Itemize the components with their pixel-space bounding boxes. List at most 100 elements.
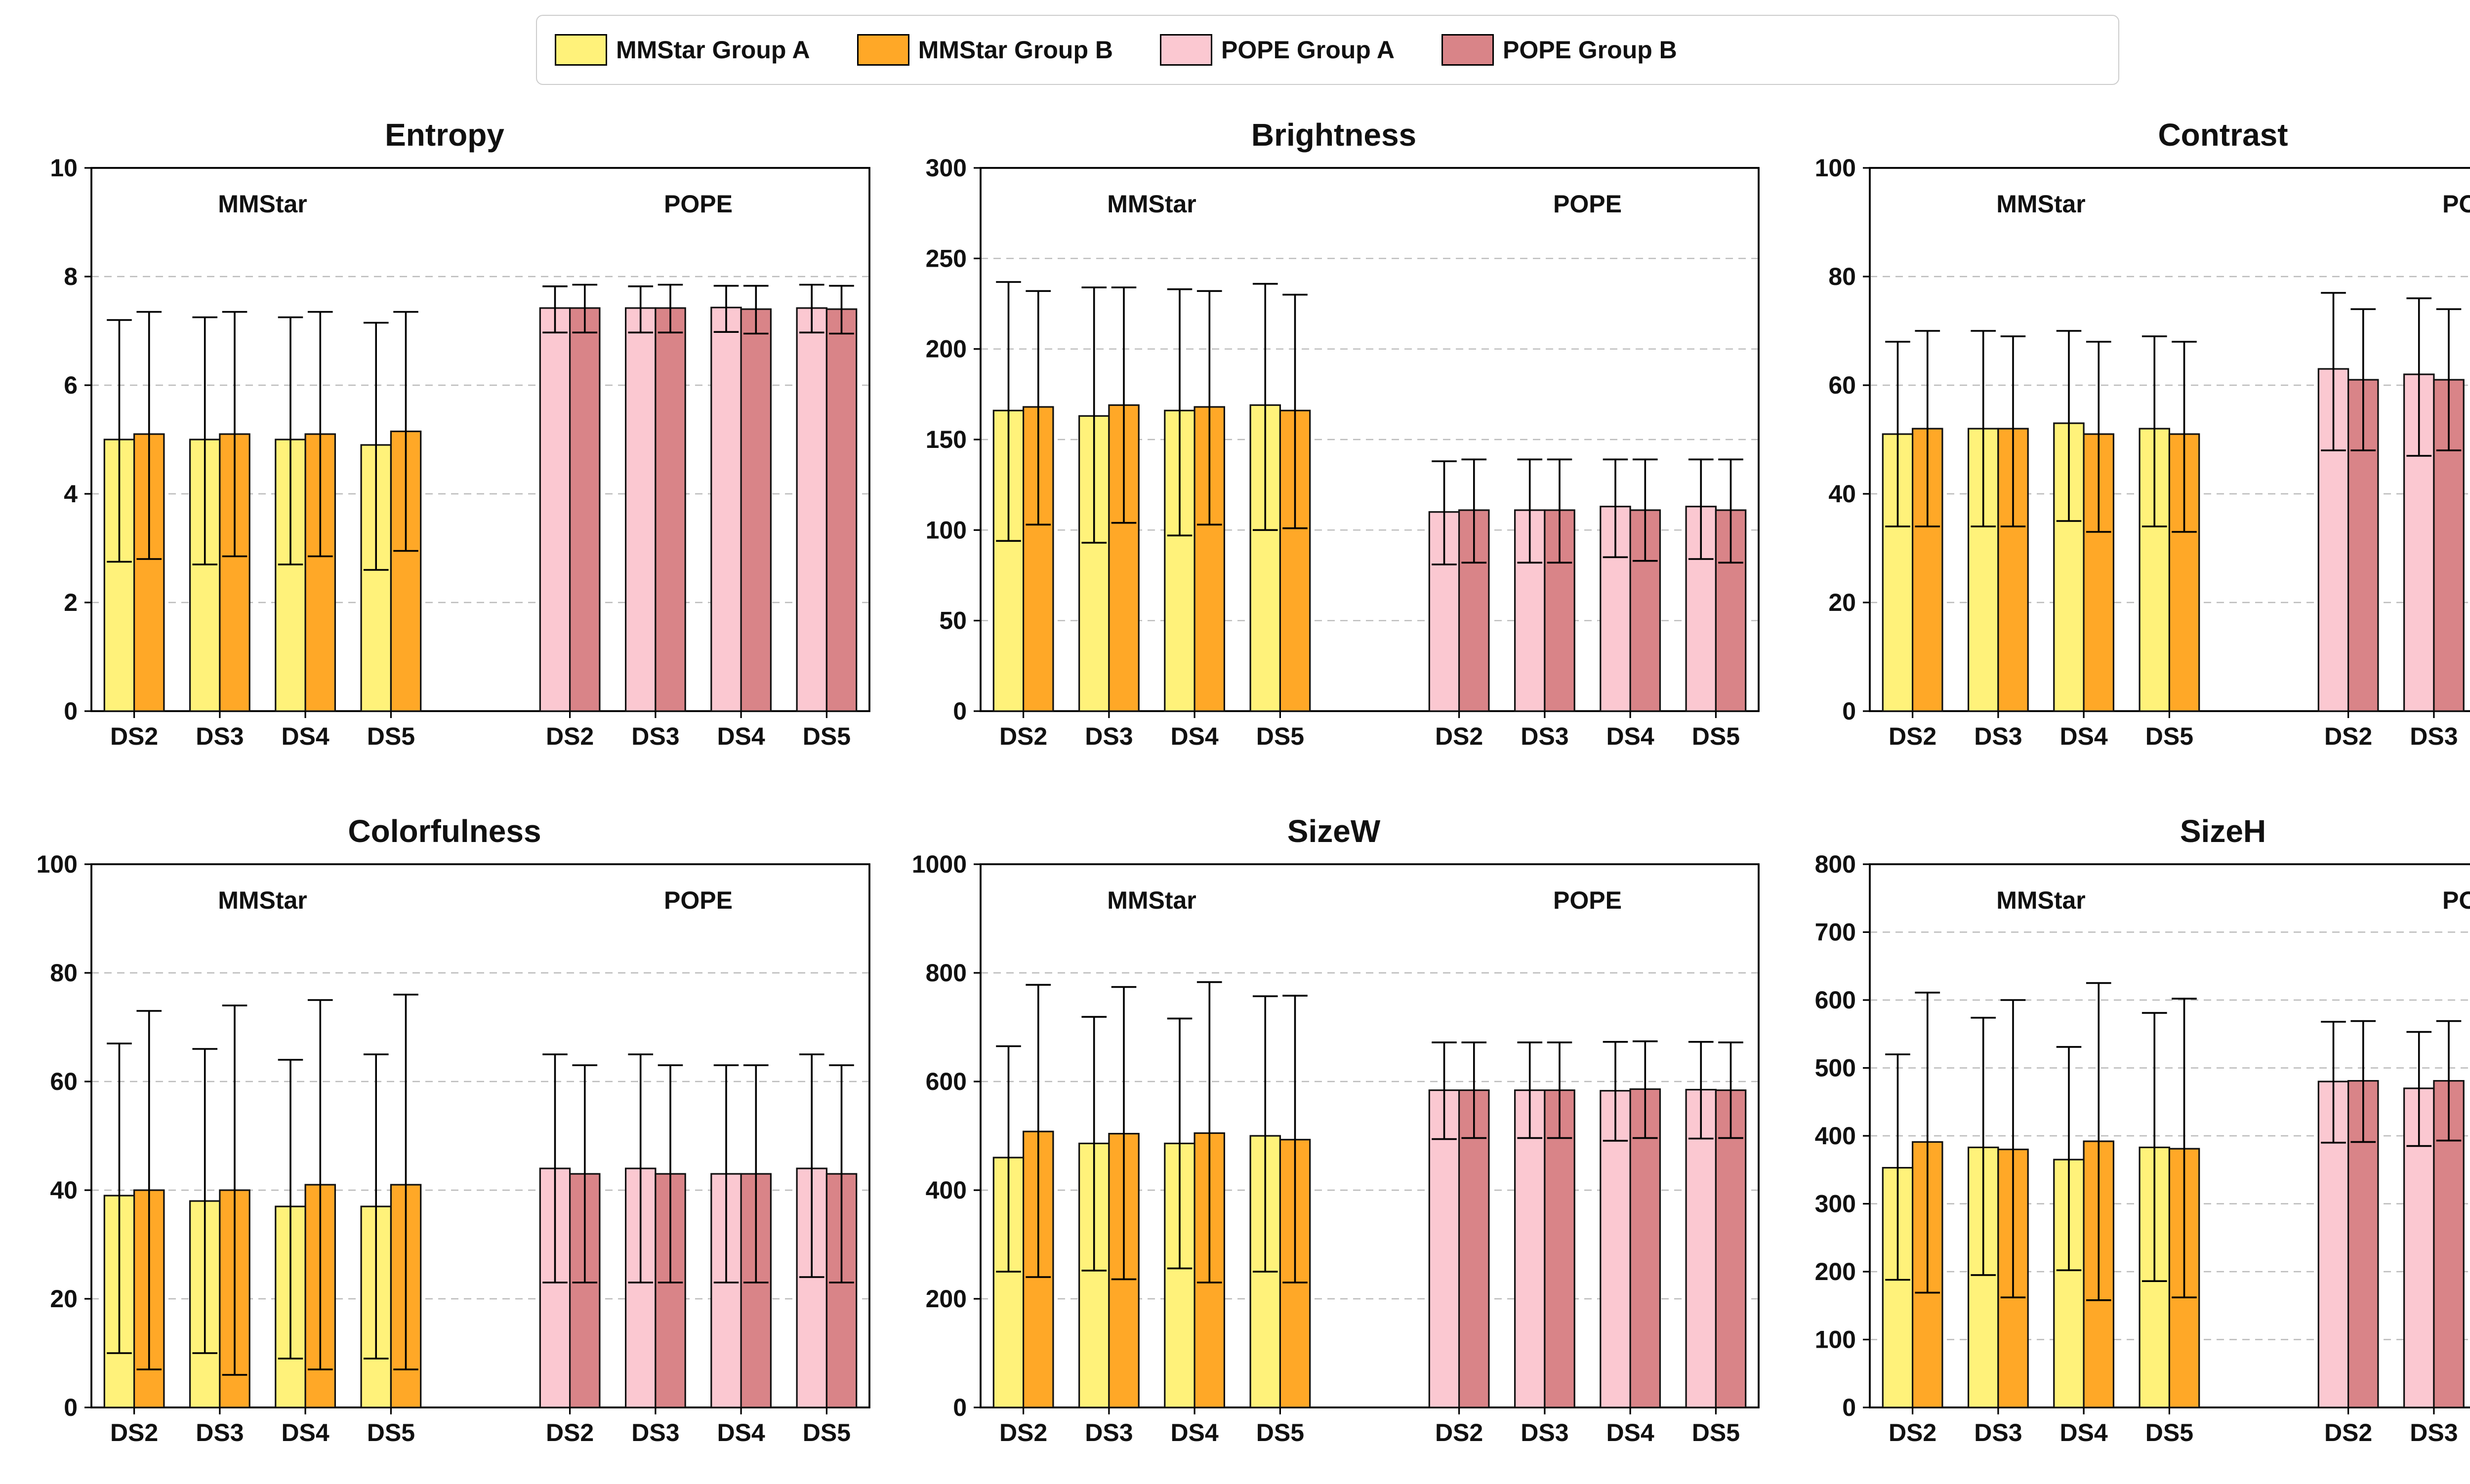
svg-text:6: 6 [64, 371, 78, 399]
svg-text:MMStar: MMStar [218, 886, 307, 914]
svg-text:400: 400 [1815, 1122, 1856, 1150]
svg-text:MMStar: MMStar [1107, 886, 1196, 914]
svg-text:0: 0 [953, 1394, 967, 1421]
svg-text:DS4: DS4 [281, 722, 329, 750]
svg-text:80: 80 [50, 959, 78, 987]
svg-text:50: 50 [939, 607, 967, 635]
svg-text:DS2: DS2 [1435, 1419, 1483, 1446]
svg-text:100: 100 [1815, 154, 1856, 182]
svg-text:POPE: POPE [664, 190, 733, 218]
svg-text:2: 2 [64, 589, 78, 616]
svg-text:0: 0 [64, 1394, 78, 1421]
svg-text:Entropy: Entropy [385, 117, 504, 153]
svg-text:20: 20 [1828, 589, 1856, 616]
svg-text:DS5: DS5 [803, 1419, 851, 1446]
svg-text:DS4: DS4 [1606, 1419, 1654, 1446]
svg-text:DS5: DS5 [367, 722, 415, 750]
svg-text:700: 700 [1815, 919, 1856, 946]
svg-text:DS3: DS3 [2410, 722, 2458, 750]
svg-text:1000: 1000 [912, 850, 967, 878]
svg-text:DS3: DS3 [631, 1419, 679, 1446]
svg-text:SizeH: SizeH [2180, 813, 2266, 849]
svg-text:DS4: DS4 [1170, 1419, 1218, 1446]
svg-text:20: 20 [50, 1285, 78, 1313]
svg-text:DS2: DS2 [2324, 722, 2372, 750]
svg-text:0: 0 [64, 697, 78, 725]
svg-text:DS3: DS3 [1974, 1419, 2022, 1446]
svg-text:DS2: DS2 [999, 722, 1047, 750]
svg-text:200: 200 [1815, 1258, 1856, 1285]
svg-text:100: 100 [37, 850, 78, 878]
svg-text:250: 250 [926, 244, 967, 272]
svg-text:DS3: DS3 [196, 722, 244, 750]
svg-text:DS3: DS3 [1521, 722, 1568, 750]
svg-text:200: 200 [926, 1285, 967, 1313]
svg-text:0: 0 [953, 697, 967, 725]
svg-text:200: 200 [926, 335, 967, 363]
svg-text:150: 150 [926, 426, 967, 453]
svg-text:DS4: DS4 [281, 1419, 329, 1446]
svg-text:DS2: DS2 [110, 722, 158, 750]
svg-text:DS2: DS2 [2324, 1419, 2372, 1446]
svg-text:DS3: DS3 [2410, 1419, 2458, 1446]
svg-text:POPE: POPE [2442, 886, 2470, 914]
svg-text:DS4: DS4 [2059, 1419, 2107, 1446]
svg-text:8: 8 [64, 263, 78, 290]
svg-text:0: 0 [1842, 697, 1856, 725]
svg-text:DS2: DS2 [999, 1419, 1047, 1446]
svg-text:DS4: DS4 [1170, 722, 1218, 750]
svg-text:DS3: DS3 [196, 1419, 244, 1446]
svg-text:600: 600 [1815, 986, 1856, 1014]
svg-text:40: 40 [50, 1176, 78, 1204]
svg-text:DS3: DS3 [1521, 1419, 1568, 1446]
svg-text:DS3: DS3 [1085, 722, 1133, 750]
svg-text:100: 100 [926, 516, 967, 544]
svg-text:DS5: DS5 [1692, 1419, 1740, 1446]
svg-text:DS2: DS2 [546, 722, 594, 750]
svg-text:DS3: DS3 [631, 722, 679, 750]
svg-text:MMStar: MMStar [1996, 886, 2086, 914]
svg-text:DS4: DS4 [717, 722, 765, 750]
svg-text:MMStar: MMStar [1996, 190, 2086, 218]
svg-text:40: 40 [1828, 480, 1856, 508]
svg-text:DS3: DS3 [1974, 722, 2022, 750]
svg-text:800: 800 [926, 959, 967, 987]
svg-text:DS2: DS2 [1435, 722, 1483, 750]
svg-text:300: 300 [1815, 1190, 1856, 1218]
svg-text:60: 60 [50, 1068, 78, 1095]
svg-text:DS3: DS3 [1085, 1419, 1133, 1446]
svg-text:10: 10 [50, 154, 78, 182]
svg-text:800: 800 [1815, 850, 1856, 878]
svg-text:DS5: DS5 [1256, 722, 1304, 750]
svg-text:POPE: POPE [664, 886, 733, 914]
svg-text:4: 4 [64, 480, 78, 508]
svg-text:400: 400 [926, 1176, 967, 1204]
svg-text:600: 600 [926, 1068, 967, 1095]
svg-text:0: 0 [1842, 1394, 1856, 1421]
svg-text:DS4: DS4 [717, 1419, 765, 1446]
svg-text:DS5: DS5 [367, 1419, 415, 1446]
svg-text:DS2: DS2 [546, 1419, 594, 1446]
svg-text:Brightness: Brightness [1251, 117, 1416, 153]
svg-text:Contrast: Contrast [2158, 117, 2288, 153]
svg-text:POPE: POPE [1553, 190, 1622, 218]
svg-text:MMStar: MMStar [218, 190, 307, 218]
svg-text:SizeW: SizeW [1287, 813, 1381, 849]
svg-text:80: 80 [1828, 263, 1856, 290]
svg-text:DS5: DS5 [1692, 722, 1740, 750]
svg-text:POPE: POPE [2442, 190, 2470, 218]
svg-text:DS4: DS4 [1606, 722, 1654, 750]
svg-text:500: 500 [1815, 1054, 1856, 1082]
svg-text:DS5: DS5 [1256, 1419, 1304, 1446]
svg-text:100: 100 [1815, 1326, 1856, 1354]
svg-text:MMStar: MMStar [1107, 190, 1196, 218]
svg-text:60: 60 [1828, 371, 1856, 399]
svg-text:Colorfulness: Colorfulness [348, 813, 541, 849]
svg-text:POPE: POPE [1553, 886, 1622, 914]
svg-text:300: 300 [926, 154, 967, 182]
svg-text:DS5: DS5 [2145, 722, 2193, 750]
svg-text:DS2: DS2 [110, 1419, 158, 1446]
svg-text:DS5: DS5 [2145, 1419, 2193, 1446]
svg-text:DS2: DS2 [1889, 722, 1936, 750]
svg-text:DS4: DS4 [2059, 722, 2107, 750]
